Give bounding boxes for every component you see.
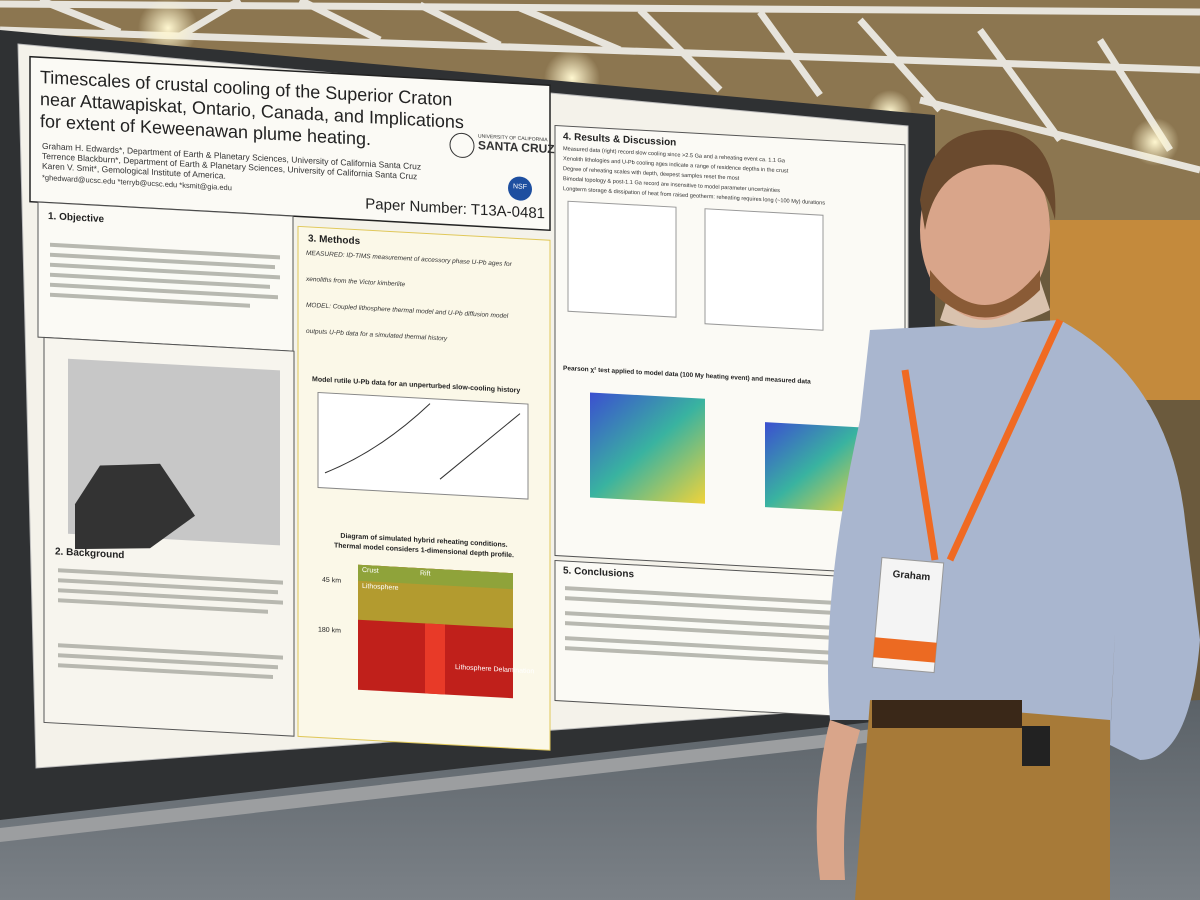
lamp (138, 0, 198, 58)
map-lake (75, 463, 195, 550)
diagram-plume (425, 623, 445, 695)
section-heading: 3. Methods (308, 233, 361, 247)
truss (0, 0, 1200, 174)
nsf-text: NSF (513, 183, 527, 191)
badge-name: Graham (892, 569, 931, 583)
chi2-map-1 (590, 392, 705, 504)
poster-content: Timescales of crustal cooling of the Sup… (29, 55, 906, 751)
lamp (1131, 118, 1179, 166)
nsf-logo (508, 176, 532, 201)
diagram-label: Rift (420, 570, 431, 578)
body-text (50, 242, 885, 680)
model-curves (324, 403, 521, 480)
uc-seal (449, 132, 475, 158)
diagram-label: Crust (362, 567, 379, 575)
section-heading: 2. Background (55, 546, 124, 561)
chi2-map-2 (765, 422, 863, 513)
methods-figure (317, 391, 529, 500)
presenter (816, 129, 1200, 900)
results-plot-1 (567, 200, 677, 318)
board-trim (0, 722, 935, 842)
results-plot-2 (704, 208, 824, 331)
diagram-label: Lithosphere Delamination (455, 664, 534, 675)
diagram-label: Lithosphere (362, 583, 399, 592)
section-heading: 5. Conclusions (563, 565, 635, 580)
diagram-label: 180 km (318, 626, 341, 634)
diagram-label: 45 km (322, 577, 341, 585)
logo-top: UNIVERSITY OF CALIFORNIA (478, 133, 548, 143)
logo-name: SANTA CRUZ (478, 138, 555, 156)
section-heading: 1. Objective (48, 211, 105, 225)
diagram-crust (358, 564, 513, 590)
